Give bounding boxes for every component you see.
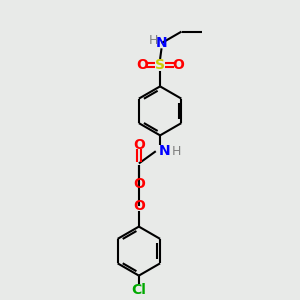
Text: N: N bbox=[156, 36, 167, 50]
Text: O: O bbox=[136, 58, 148, 72]
Text: H: H bbox=[171, 145, 181, 158]
Text: O: O bbox=[133, 177, 145, 191]
Text: N: N bbox=[159, 144, 170, 158]
Text: H: H bbox=[149, 34, 158, 47]
Text: Cl: Cl bbox=[131, 283, 146, 297]
Text: S: S bbox=[155, 58, 165, 72]
Text: O: O bbox=[172, 58, 184, 72]
Text: O: O bbox=[133, 138, 145, 152]
Text: O: O bbox=[133, 199, 145, 213]
